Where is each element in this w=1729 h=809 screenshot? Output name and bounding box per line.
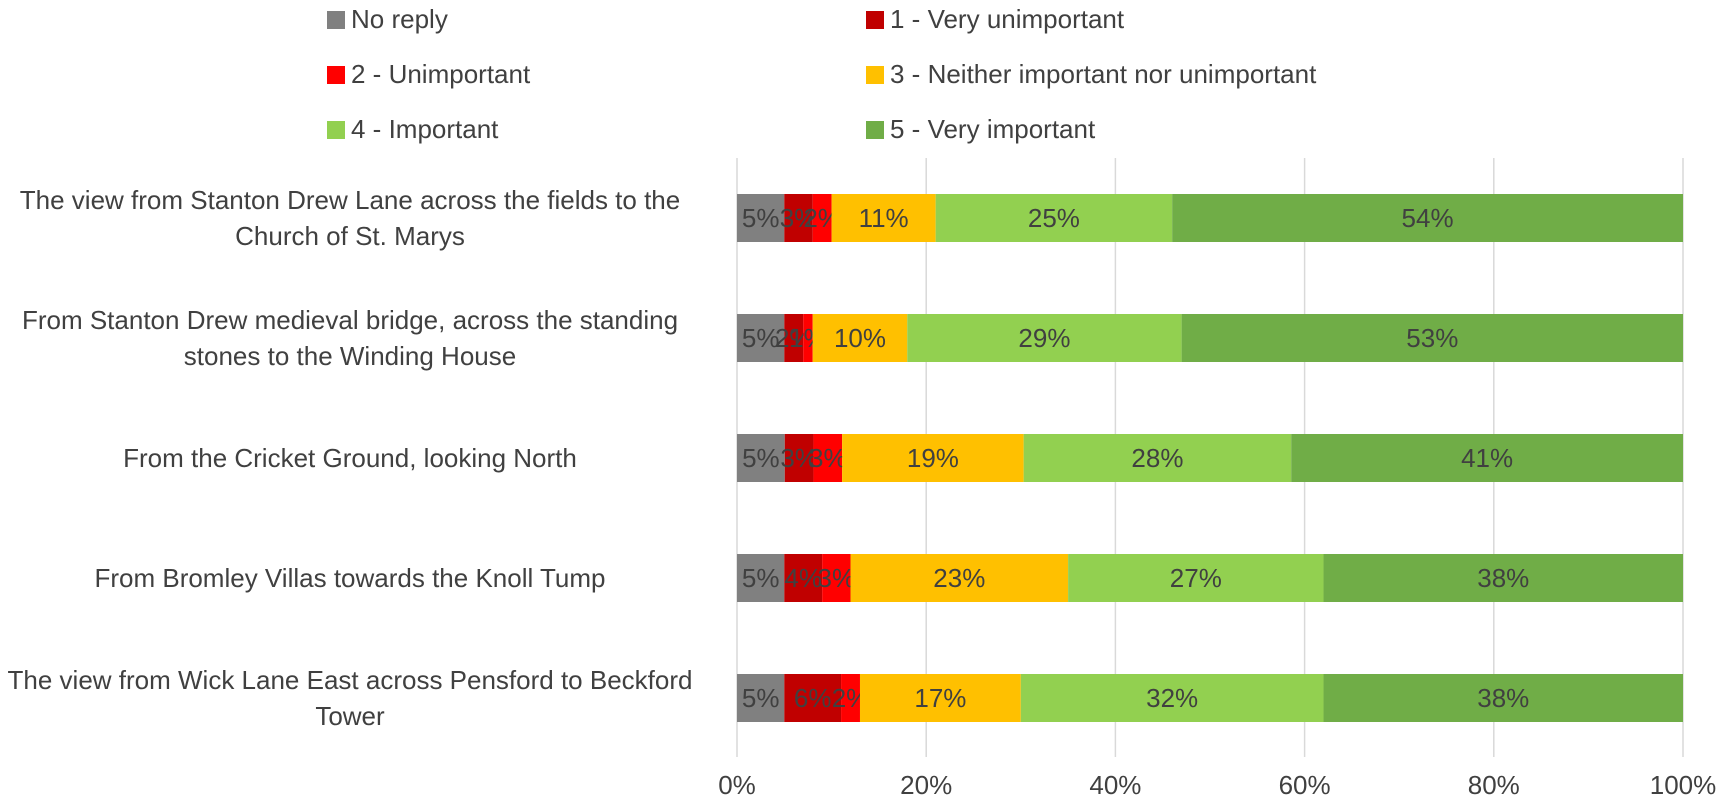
category-label: The view from Stanton Drew Lane across t…	[19, 185, 681, 251]
bar-segment-5-very-important	[1323, 554, 1683, 602]
bar-segment-4-important	[935, 194, 1173, 242]
data-label: 3%	[818, 563, 856, 593]
bar-segment-5-very-important	[1323, 674, 1683, 722]
bar-segment-2-unimportant	[841, 674, 860, 722]
bar-segment-1-very-unimportant	[784, 434, 814, 482]
legend-item-2-unimportant: 2 - Unimportant	[327, 59, 530, 90]
legend-swatch	[866, 120, 884, 139]
data-label: 25%	[1028, 203, 1080, 233]
data-label: 3%	[780, 203, 818, 233]
bar-segment-3-neither-important-nor-unimportant	[850, 554, 1069, 602]
bar-segment-1-very-unimportant	[784, 194, 813, 242]
legend-label: No reply	[351, 4, 448, 34]
legend-swatch	[327, 120, 345, 139]
category-label: The view from Wick Lane East across Pens…	[7, 665, 693, 731]
bar-segment-3-neither-important-nor-unimportant	[859, 674, 1021, 722]
legend-label: 1 - Very unimportant	[890, 4, 1125, 34]
data-label: 10%	[834, 323, 886, 353]
bar-segment-4-important	[907, 314, 1182, 362]
bar-segment-5-very-important	[1181, 314, 1683, 362]
data-label: 5%	[742, 443, 780, 473]
data-label: 28%	[1131, 443, 1183, 473]
data-label: 29%	[1018, 323, 1070, 353]
legend-item-1-very-unimportant: 1 - Very unimportant	[866, 4, 1124, 35]
legend-swatch	[866, 10, 884, 29]
data-label: 5%	[742, 683, 780, 713]
bar-segment-2-unimportant	[812, 194, 832, 242]
legend-item-3-neither-important-nor-unimportant: 3 - Neither important nor unimportant	[866, 59, 1316, 90]
legend-swatch	[327, 10, 345, 29]
category-label: From Bromley Villas towards the Knoll Tu…	[94, 563, 606, 593]
data-label: 6%	[794, 683, 832, 713]
legend-item-no-reply: No reply	[327, 4, 448, 35]
bar-segment-2-unimportant	[803, 314, 813, 362]
bar-segment-1-very-unimportant	[784, 314, 804, 362]
bar-segment-2-unimportant	[813, 434, 843, 482]
x-tick-label: 100%	[1650, 770, 1717, 800]
x-tick-label: 60%	[1279, 770, 1331, 800]
bar-segment-5-very-important	[1172, 194, 1683, 242]
data-label: 5%	[742, 203, 780, 233]
data-label: 5%	[742, 563, 780, 593]
legend-label: 5 - Very important	[890, 114, 1096, 144]
legend-label: 3 - Neither important nor unimportant	[890, 59, 1317, 89]
data-label: 17%	[914, 683, 966, 713]
bar-segment-no-reply	[737, 554, 785, 602]
data-label: 11%	[859, 203, 909, 233]
data-label: 27%	[1170, 563, 1222, 593]
legend-swatch	[866, 65, 884, 84]
bar-segment-no-reply	[737, 194, 785, 242]
data-label: 19%	[907, 443, 959, 473]
bar-segment-no-reply	[737, 314, 785, 362]
data-label: 53%	[1406, 323, 1458, 353]
bar-segment-no-reply	[737, 434, 785, 482]
bar-segment-2-unimportant	[822, 554, 851, 602]
bar-segment-3-neither-important-nor-unimportant	[831, 194, 936, 242]
data-label: 3%	[780, 443, 818, 473]
x-tick-label: 80%	[1468, 770, 1520, 800]
bar-segment-4-important	[1023, 434, 1292, 482]
x-tick-label: 40%	[1089, 770, 1141, 800]
bar-segment-no-reply	[737, 674, 785, 722]
bar-segment-3-neither-important-nor-unimportant	[842, 434, 1024, 482]
category-label: From Stanton Drew medieval bridge, acros…	[21, 305, 679, 371]
legend-item-5-very-important: 5 - Very important	[866, 114, 1095, 145]
data-label: 54%	[1402, 203, 1454, 233]
legend-label: 4 - Important	[351, 114, 499, 144]
legend-label: 2 - Unimportant	[351, 59, 531, 89]
data-label: 38%	[1477, 683, 1529, 713]
bar-segment-1-very-unimportant	[784, 554, 823, 602]
data-label: 5%	[742, 323, 780, 353]
x-tick-label: 0%	[718, 770, 756, 800]
legend-swatch	[327, 65, 345, 84]
bar-segment-4-important	[1068, 554, 1324, 602]
bar-segment-3-neither-important-nor-unimportant	[812, 314, 908, 362]
bar-segment-5-very-important	[1291, 434, 1683, 482]
bar-segment-4-important	[1020, 674, 1324, 722]
data-label: 32%	[1146, 683, 1198, 713]
bar-segment-1-very-unimportant	[784, 674, 842, 722]
x-tick-label: 20%	[900, 770, 952, 800]
legend-item-4-important: 4 - Important	[327, 114, 498, 145]
data-label: 3%	[809, 443, 847, 473]
data-label: 23%	[933, 563, 985, 593]
category-label: From the Cricket Ground, looking North	[123, 443, 577, 473]
data-label: 4%	[784, 563, 822, 593]
data-label: 38%	[1477, 563, 1529, 593]
data-label: 41%	[1461, 443, 1513, 473]
